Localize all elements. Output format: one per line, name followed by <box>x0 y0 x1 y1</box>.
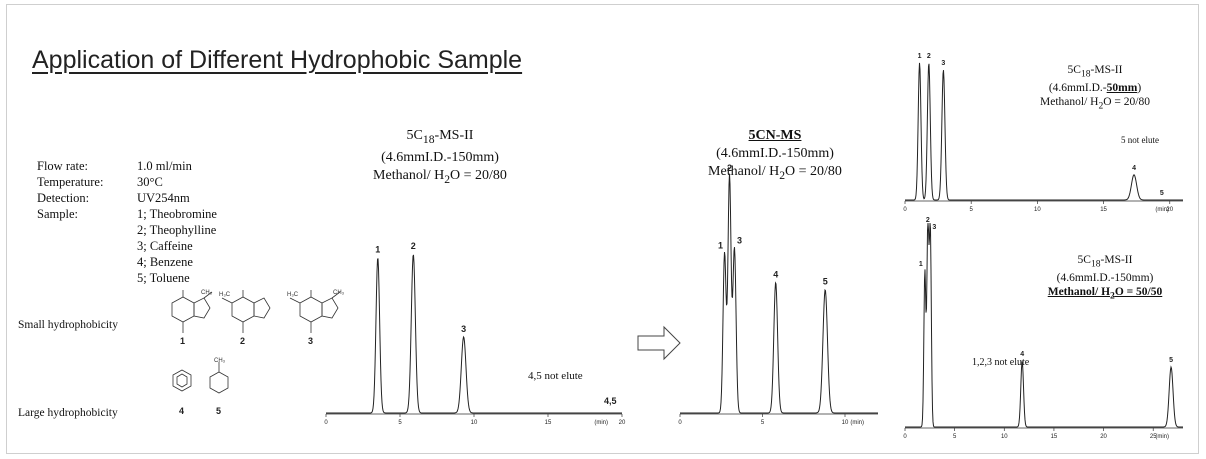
x-tick-label: 10 <box>1034 207 1041 213</box>
x-axis-label: (min) <box>1155 434 1169 440</box>
peak-label: 2 <box>926 217 930 224</box>
x-tick-label: 10 <box>1001 434 1008 440</box>
peak-label: 3 <box>737 235 742 245</box>
x-axis-label: (min) <box>1155 207 1169 213</box>
x-tick-label: 5 <box>761 420 765 426</box>
peak-label: 2 <box>727 163 732 173</box>
molecule-label-ch3: CH₃ <box>333 290 345 296</box>
peak-label: 2 <box>927 53 931 60</box>
x-axis-label: (min) <box>594 420 608 426</box>
molecule-number: 2 <box>240 336 245 346</box>
peak-label: 4 <box>1132 165 1136 172</box>
peak-label: 1 <box>919 261 923 268</box>
molecule-structures <box>172 290 340 393</box>
x-tick-label: 0 <box>324 420 328 426</box>
peak-label: 4 <box>1020 351 1024 358</box>
peak-label: 1 <box>375 244 380 254</box>
x-tick-label: 0 <box>903 207 907 213</box>
peak-label: 3 <box>941 60 945 67</box>
peak-label: 3 <box>461 324 466 334</box>
x-axis-label: (min) <box>850 420 864 426</box>
theobromine-structure <box>172 290 212 333</box>
toluene-structure <box>210 362 228 393</box>
benzene-structure <box>173 370 191 391</box>
peak-label: 5 <box>1169 357 1173 364</box>
chromatogram-trace <box>905 223 1183 427</box>
peak-label: 1 <box>918 53 922 60</box>
molecule-label-h3c: H₃C <box>287 292 299 298</box>
x-tick-label: 5 <box>970 207 974 213</box>
molecule-label-ch3: CH₃ <box>201 290 213 296</box>
molecule-label-ch3: CH₃ <box>214 358 226 364</box>
peak-label: 5 <box>823 277 828 287</box>
x-tick-label: 0 <box>903 434 907 440</box>
molecule-number: 3 <box>308 336 313 346</box>
chromatogram-1: 0 5 10 15 20 (min) 1 2 3 <box>324 241 626 426</box>
peak-label: 1 <box>718 240 723 250</box>
x-tick-label: 20 <box>1100 434 1107 440</box>
molecule-number: 4 <box>179 406 184 416</box>
x-tick-label: 5 <box>398 420 402 426</box>
chromatogram-trace <box>326 255 622 413</box>
x-tick-label: 10 <box>471 420 478 426</box>
x-tick-label: 20 <box>619 420 626 426</box>
x-tick-label: 10 <box>842 420 849 426</box>
x-tick-label: 0 <box>678 420 682 426</box>
molecule-number: 1 <box>180 336 185 346</box>
peak-label: 3 <box>932 224 936 231</box>
chart1-end-label: 4,5 <box>604 396 617 406</box>
chromatogram-trace <box>905 63 1183 200</box>
x-tick-label: 15 <box>1051 434 1058 440</box>
chromatogram-trace <box>680 174 878 413</box>
x-tick-label: 15 <box>545 420 552 426</box>
molecule-number: 5 <box>216 406 221 416</box>
right-arrow-icon <box>638 327 680 359</box>
peak-label: 2 <box>411 241 416 251</box>
x-tick-label: 5 <box>953 434 957 440</box>
peak-label: 4 <box>773 269 778 279</box>
peak-label: 5 <box>1160 190 1164 197</box>
chromatogram-2: 0 5 10 (min) 1 2 3 4 5 <box>678 163 878 426</box>
molecule-label-h3c: H₃C <box>219 292 231 298</box>
x-tick-label: 15 <box>1100 207 1107 213</box>
